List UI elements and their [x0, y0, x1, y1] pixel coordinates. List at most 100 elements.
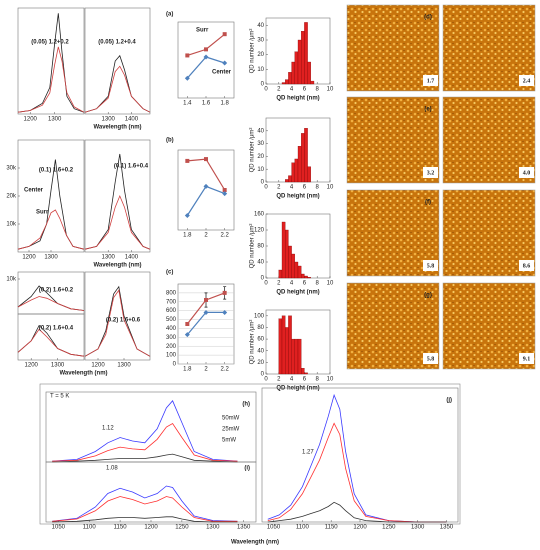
- histogram-bar: [294, 158, 299, 183]
- height-label-box: [423, 353, 438, 364]
- x-tick-label: 6: [303, 377, 307, 383]
- histogram-bar: [288, 245, 292, 279]
- histogram-bar: [301, 133, 305, 183]
- marker: [222, 188, 227, 192]
- annotation: 1.27: [302, 450, 314, 456]
- plot-frame: [45, 461, 257, 523]
- x-tick-label: 1350: [237, 525, 251, 531]
- x-tick-label: 1250: [175, 525, 189, 531]
- histogram-bar: [285, 327, 289, 375]
- histogram-bar: [288, 72, 292, 85]
- panel-label: (j): [446, 398, 452, 404]
- x-tick-label: 10: [327, 87, 334, 93]
- series-line: [17, 328, 85, 357]
- x-tick-label: 6: [303, 281, 307, 287]
- series-line: [52, 453, 238, 463]
- y-tick-label: 20k: [6, 194, 17, 200]
- panel-label: (c): [166, 270, 173, 276]
- x-tick-label: 1200: [91, 363, 105, 369]
- y-tick-label: 0: [261, 180, 265, 186]
- y-tick-label: 0: [261, 82, 265, 88]
- y-tick-label: 40: [257, 128, 264, 134]
- x-axis-label: QD height (nm): [276, 96, 319, 102]
- series-line: [267, 393, 447, 523]
- x-tick-label: 1300: [44, 255, 58, 261]
- marker: [184, 75, 190, 81]
- marker: [185, 322, 190, 326]
- y-axis-label: QD number /μm²: [250, 320, 256, 365]
- height-label-box: [423, 75, 438, 86]
- histogram-bar: [278, 269, 283, 279]
- height-label: 9.1: [523, 356, 531, 362]
- x-tick-label: 1100: [83, 525, 97, 531]
- histogram-bar: [301, 31, 305, 85]
- x-axis-label: Wavelength (nm): [93, 263, 141, 269]
- x-axis-label: QD height (nm): [276, 194, 319, 200]
- histogram-bar: [307, 166, 311, 183]
- series-line: [52, 516, 238, 523]
- x-tick-label: 8: [316, 377, 320, 383]
- histogram-bar: [310, 80, 315, 85]
- x-tick-label: 1.6: [202, 101, 211, 107]
- y-tick-label: 10k: [6, 222, 17, 228]
- panel-label: (b): [166, 138, 174, 144]
- x-tick-label: 1300: [117, 363, 131, 369]
- x-tick-label: 0: [264, 377, 268, 383]
- histogram-bar: [297, 39, 302, 85]
- height-label: 2.4: [523, 78, 531, 84]
- histogram-bar: [307, 61, 311, 85]
- x-tick-label: 2: [277, 281, 281, 287]
- histogram-bar: [294, 261, 299, 279]
- x-tick-label: 8: [316, 185, 320, 191]
- y-tick-label: 20: [257, 52, 264, 58]
- x-tick-label: 0: [264, 87, 268, 93]
- histogram-bar: [304, 275, 308, 279]
- annotation: Surr: [36, 210, 49, 216]
- y-tick-label: 20: [257, 360, 264, 366]
- x-tick-label: 4: [290, 281, 294, 287]
- marker: [184, 332, 190, 338]
- series-line: [52, 400, 238, 462]
- histogram-bar: [294, 51, 299, 85]
- histogram-bar: [291, 61, 295, 85]
- x-tick-label: 1200: [353, 525, 367, 531]
- marker: [222, 60, 228, 66]
- marker: [203, 54, 209, 60]
- y-tick-label: 0: [173, 362, 177, 368]
- marker: [222, 290, 227, 295]
- x-tick-label: 4: [290, 185, 294, 191]
- x-axis-label: QD height (nm): [276, 290, 319, 296]
- series-line: [186, 311, 225, 336]
- series-line: [17, 209, 85, 250]
- series-line: [84, 65, 151, 113]
- y-tick-label: 200: [166, 344, 177, 350]
- x-tick-label: 1.4: [183, 101, 192, 107]
- legend-entry: 50mW: [222, 416, 240, 422]
- series-line: [52, 496, 238, 522]
- y-tick-label: 160: [254, 212, 265, 218]
- plot-frame: [17, 313, 85, 361]
- series-line: [84, 194, 151, 250]
- plot-frame: [17, 7, 85, 115]
- y-tick-label: 800: [166, 290, 177, 296]
- x-tick-label: 10: [327, 377, 334, 383]
- panel-label: (f): [425, 200, 431, 206]
- series-line: [52, 422, 238, 462]
- histogram-bar: [294, 338, 299, 375]
- height-label-box: [519, 353, 534, 364]
- series-line: [84, 153, 151, 250]
- plot-frame: [84, 139, 151, 253]
- x-tick-label: 8: [316, 87, 320, 93]
- x-tick-label: 10: [327, 185, 334, 191]
- x-tick-label: 2.2: [220, 367, 229, 373]
- marker: [222, 309, 228, 315]
- plot-frame: [261, 387, 459, 523]
- height-label: 4.0: [523, 170, 531, 176]
- panel-label: (a): [166, 12, 173, 18]
- histogram-bar: [288, 175, 292, 183]
- panel-label: (0.1) 1.6+0.4: [114, 164, 149, 170]
- height-label: 1.7: [427, 78, 435, 84]
- panel-label: (0.2) 1.6+0.4: [39, 326, 74, 332]
- histogram-bar: [281, 315, 286, 375]
- plot-frame: [17, 139, 85, 253]
